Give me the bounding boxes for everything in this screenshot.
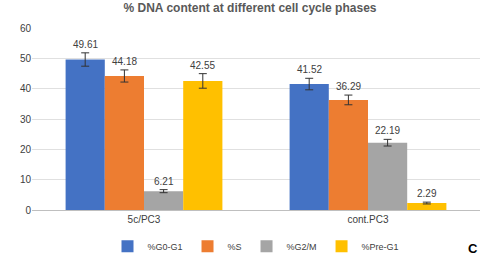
svg-text:%G2/M: %G2/M [287,242,317,252]
svg-text:% DNA content at different cel: % DNA content at different cell cycle ph… [124,1,377,15]
svg-text:41.52: 41.52 [297,64,322,75]
svg-text:cont.PC3: cont.PC3 [347,214,389,225]
svg-text:49.61: 49.61 [73,39,98,50]
svg-text:60: 60 [20,23,32,34]
svg-text:22.19: 22.19 [375,125,400,136]
svg-text:C: C [468,241,478,256]
svg-text:44.18: 44.18 [112,56,137,67]
svg-text:36.29: 36.29 [336,81,361,92]
svg-text:40: 40 [20,83,32,94]
svg-text:20: 20 [20,144,32,155]
svg-text:%Pre-G1: %Pre-G1 [362,242,399,252]
svg-text:6.21: 6.21 [154,176,174,187]
svg-text:0: 0 [25,205,31,216]
svg-text:%S: %S [228,242,242,252]
svg-text:50: 50 [20,53,32,64]
svg-text:2.29: 2.29 [417,188,437,199]
svg-text:5c/PC3: 5c/PC3 [128,214,161,225]
svg-text:%G0-G1: %G0-G1 [148,242,183,252]
svg-text:10: 10 [20,174,32,185]
svg-text:30: 30 [20,114,32,125]
svg-text:42.55: 42.55 [190,60,215,71]
